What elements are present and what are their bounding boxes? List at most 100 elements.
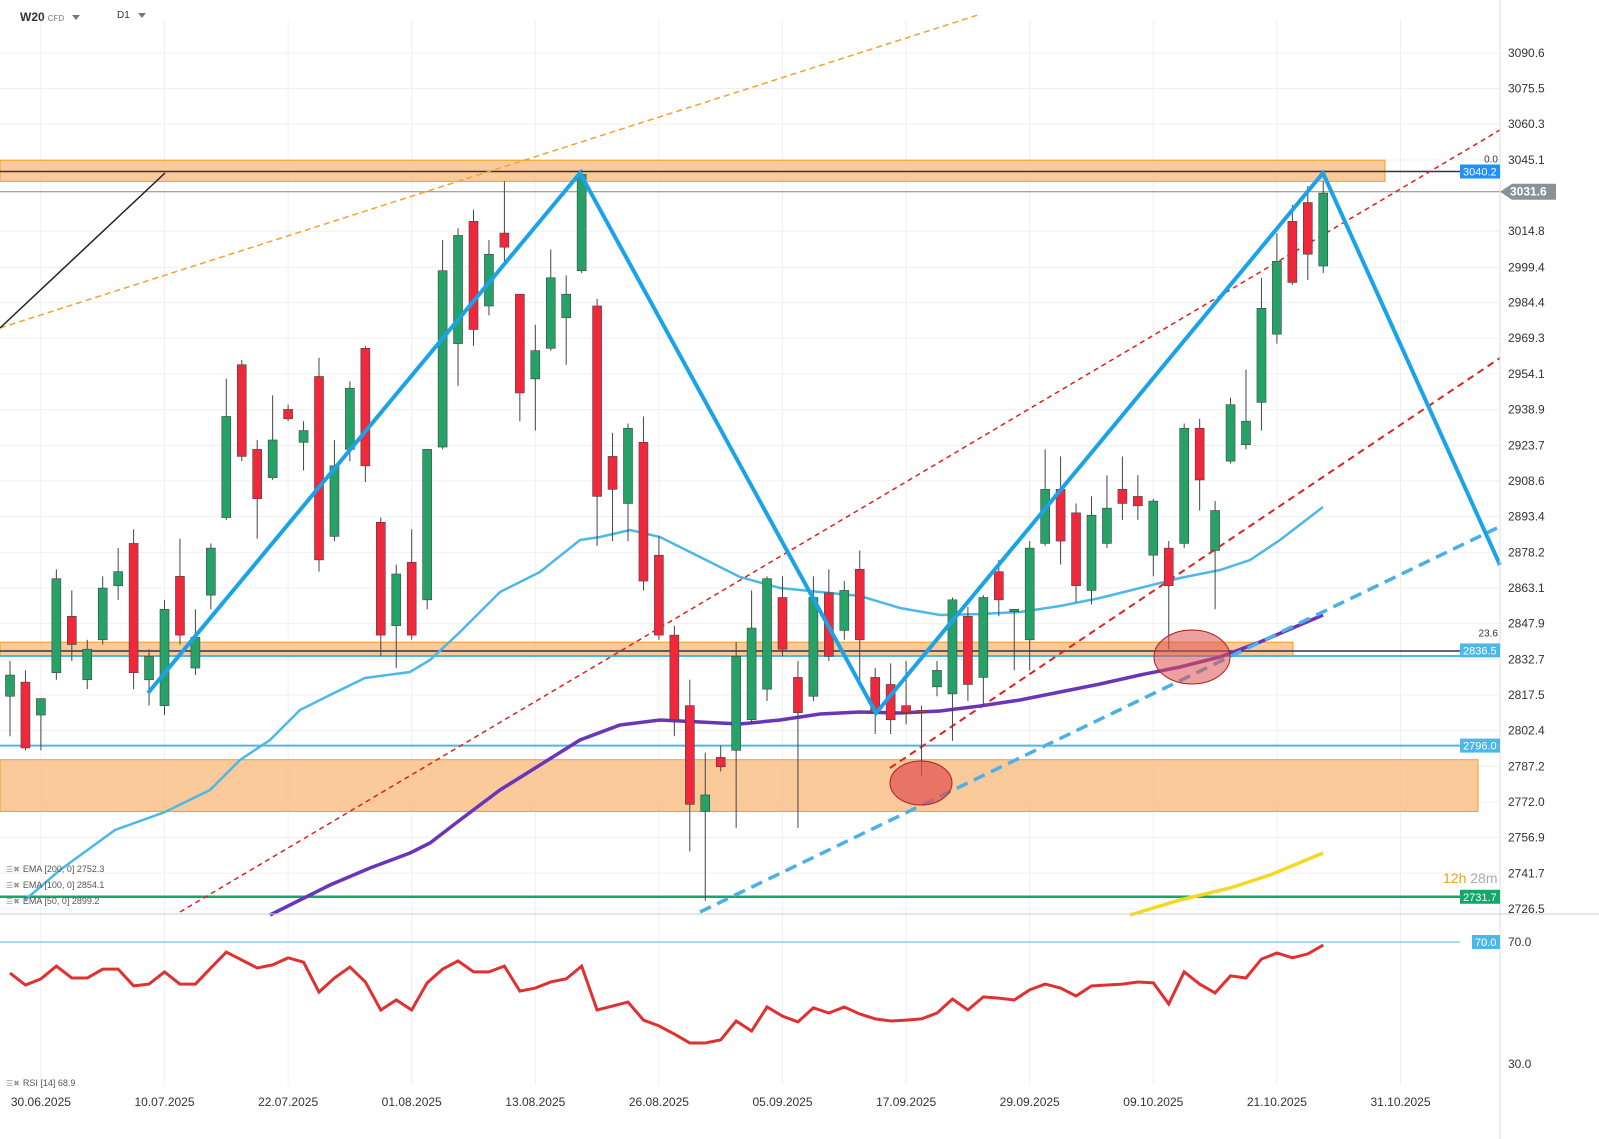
candle: [159, 599, 170, 716]
legend-ema100[interactable]: ☰✖ EMA [100, 0] 2854.1: [6, 880, 104, 891]
trend-line: [0, 172, 166, 329]
timeframe-selector[interactable]: D1: [117, 10, 146, 21]
candle: [1163, 541, 1174, 650]
candle-body: [638, 442, 649, 582]
settings-icon[interactable]: ☰✖: [6, 1079, 20, 1088]
date-tick-label: 29.09.2025: [1000, 1095, 1060, 1109]
candle: [901, 660, 911, 725]
candle-body: [854, 568, 865, 641]
date-tick-label: 17.09.2025: [876, 1095, 936, 1109]
candle: [453, 228, 463, 386]
candle-body: [221, 416, 232, 518]
price-tick-label: 3045.1: [1508, 153, 1545, 167]
candle-body: [5, 674, 15, 697]
candle: [175, 538, 185, 645]
price-tick-label: 2847.9: [1508, 617, 1545, 631]
candle: [468, 209, 479, 346]
symbol-label: W20: [20, 10, 45, 24]
candle: [406, 529, 417, 640]
candle-body: [684, 705, 695, 805]
candle: [1225, 397, 1236, 464]
candle: [592, 298, 602, 546]
candle-body: [453, 235, 463, 344]
price-tick-label: 2893.4: [1508, 510, 1545, 524]
candle: [932, 660, 942, 697]
candle: [5, 660, 15, 737]
candle: [731, 642, 741, 828]
candle-body: [916, 710, 927, 713]
date-tick-label: 31.10.2025: [1370, 1095, 1430, 1109]
legend-rsi[interactable]: ☰✖ RSI [14] 68.9: [6, 1078, 75, 1089]
candle-body: [283, 409, 293, 420]
rsi-tick-label: 30.0: [1508, 1057, 1532, 1071]
candle: [1009, 608, 1020, 671]
candle: [669, 625, 680, 737]
highlight-circle: [889, 760, 953, 806]
price-badge: 2796.0: [1460, 738, 1500, 753]
price-badge-bg: [1500, 183, 1556, 200]
candle: [144, 649, 154, 706]
candle-body: [607, 456, 618, 490]
settings-icon[interactable]: ☰✖: [6, 865, 20, 874]
candle: [1102, 475, 1112, 549]
candle: [607, 432, 618, 542]
candle-body: [700, 794, 711, 812]
date-tick-label: 09.10.2025: [1123, 1095, 1183, 1109]
candle: [978, 595, 989, 706]
candle-body: [576, 174, 587, 272]
candle: [51, 569, 62, 680]
candle: [360, 345, 371, 483]
candle-body: [1318, 192, 1329, 267]
candle: [545, 249, 556, 351]
candle: [963, 606, 973, 701]
candle: [391, 564, 402, 669]
price-tick-label: 2741.7: [1508, 866, 1545, 880]
candle-body: [1241, 420, 1251, 445]
candle-body: [901, 705, 911, 713]
candle: [329, 439, 340, 542]
candle: [1210, 501, 1220, 610]
price-badge: 3031.6: [1500, 183, 1556, 200]
legend-ema50[interactable]: ☰✖ EMA [50, 0] 2899.2: [6, 896, 99, 907]
candle-body: [1256, 308, 1267, 403]
settings-icon[interactable]: ☰✖: [6, 897, 20, 906]
candle: [252, 439, 262, 539]
candle-body: [113, 571, 123, 587]
candle-body: [267, 439, 278, 478]
candle: [1318, 181, 1329, 274]
price-badge-label: 2796.0: [1463, 741, 1497, 753]
symbol-selector[interactable]: W20 CFD: [20, 10, 81, 24]
candle: [1040, 449, 1050, 546]
candle-body: [993, 571, 1004, 601]
candle-body: [36, 698, 46, 716]
candle-body: [375, 521, 386, 636]
candle-body: [1272, 260, 1282, 335]
candle-body: [963, 615, 973, 685]
candle-body: [406, 561, 417, 636]
candle: [422, 449, 432, 610]
settings-icon[interactable]: ☰✖: [6, 881, 20, 890]
candle-body: [1148, 500, 1159, 556]
ema100-line: [269, 613, 1324, 917]
candle-body: [314, 376, 324, 561]
candle-body: [1133, 496, 1143, 507]
candle: [1256, 277, 1267, 431]
candle-body: [1117, 489, 1128, 504]
rsi-line: [9, 943, 1324, 1045]
rsi-badge-label: 70.0: [1475, 937, 1496, 949]
candle-body: [159, 608, 170, 706]
legend-label: EMA [50, 0] 2899.2: [22, 896, 100, 906]
candle-body: [1287, 221, 1298, 283]
candle: [437, 240, 448, 450]
trend-line-dashed-blue: [699, 526, 1498, 914]
candle-body: [592, 305, 602, 497]
candle-body: [777, 597, 788, 650]
price-tick-label: 3060.3: [1508, 117, 1545, 131]
candle-body: [1163, 547, 1174, 587]
date-tick-label: 21.10.2025: [1247, 1095, 1307, 1109]
candle: [1086, 496, 1097, 605]
candle-countdown: 12h 28m: [1443, 870, 1497, 886]
date-tick-label: 05.09.2025: [752, 1095, 812, 1109]
legend-ema200[interactable]: ☰✖ EMA [200, 0] 2752.3: [6, 864, 104, 875]
